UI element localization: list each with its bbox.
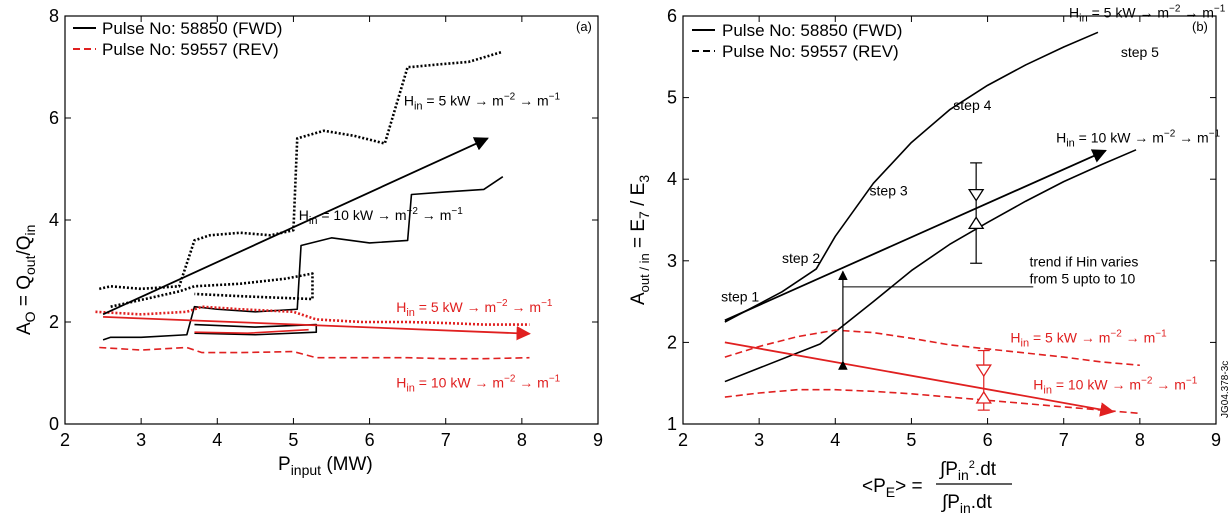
- x-tick-label: 2: [678, 430, 688, 450]
- x-tick-label: 4: [212, 430, 222, 450]
- x-tick-label: 6: [983, 430, 993, 450]
- legend-label-fwd-b: Pulse No: 58850 (FWD): [722, 21, 902, 40]
- y-axis-title-b: Aout / in = E7 / E3: [628, 175, 652, 305]
- error-marker-up-1: [975, 390, 992, 404]
- a-h10-red: Hin = 10 kW → m−2 → m−1: [396, 373, 560, 394]
- y-tick-label: 1: [667, 414, 677, 434]
- b-step3: step 3: [870, 183, 908, 199]
- x-tick-label: 7: [1059, 430, 1069, 450]
- series-line-58850-1: [110, 272, 314, 308]
- legend-label-fwd-a: Pulse No: 58850 (FWD): [102, 19, 282, 38]
- x-tick-label: 6: [365, 430, 375, 450]
- x-tick-label: 8: [517, 430, 527, 450]
- y-tick-label: 4: [667, 169, 677, 189]
- trend-arrow-1: [103, 316, 531, 341]
- a-h10-black: Hin = 10 kW → m−2 → m−1: [299, 206, 463, 227]
- trend-arrow-0: [724, 149, 1107, 322]
- svg-text:∫Pin.dt: ∫Pin.dt: [941, 492, 993, 516]
- error-marker-down-1: [975, 364, 992, 378]
- y-tick-label: 4: [49, 210, 59, 230]
- b-step5: step 5: [1121, 44, 1159, 60]
- y-tick-label: 2: [49, 312, 59, 332]
- b-h5-black: Hin = 5 kW → m−2 → m−1: [1069, 4, 1226, 25]
- b-step4: step 4: [953, 97, 991, 113]
- y-tick-label: 0: [49, 414, 59, 434]
- x-tick-label: 5: [288, 430, 298, 450]
- x-tick-label: 2: [60, 430, 70, 450]
- legend-label-rev-b: Pulse No: 59557 (REV): [722, 42, 899, 61]
- error-marker-down-0: [967, 188, 985, 202]
- series-line-59557-6: [194, 328, 309, 335]
- series-line-59557-3: [724, 388, 1140, 415]
- x-tick-label: 3: [754, 430, 764, 450]
- trend-arrow-0: [102, 137, 489, 316]
- b-step1: step 1: [721, 289, 759, 305]
- x-tick-label: 9: [1211, 430, 1221, 450]
- x-tick-label: 9: [593, 430, 603, 450]
- series-line-58850-3: [194, 323, 318, 336]
- y-tick-label: 8: [49, 6, 59, 26]
- svg-text:<PE> =: <PE> =: [862, 476, 923, 500]
- x-tick-label: 7: [441, 430, 451, 450]
- series-line-58850-0: [724, 31, 1099, 323]
- panel-label-b: (b): [1192, 19, 1208, 34]
- y-tick-label: 3: [667, 251, 677, 271]
- error-marker-up-0: [967, 216, 985, 230]
- b-h5-red: Hin = 5 kW → m−2 → m−1: [1010, 328, 1167, 349]
- b-step2: step 2: [782, 250, 820, 266]
- b-h10-red: Hin = 10 kW → m−2 → m−1: [1033, 376, 1197, 397]
- y-tick-label: 2: [667, 332, 677, 352]
- x-axis-title-a: Pinput (MW): [278, 454, 373, 478]
- legend-label-rev-a: Pulse No: 59557 (REV): [102, 40, 279, 59]
- plot-frame-b: [682, 15, 1217, 425]
- x-tick-label: 3: [136, 430, 146, 450]
- panel-label-a: (a): [576, 19, 592, 34]
- a-h5-red: Hin = 5 kW → m−2 → m−1: [396, 298, 553, 319]
- svg-text:∫Pin2.dt: ∫Pin2.dt: [939, 459, 997, 483]
- b-h10-black: Hin = 10 kW → m−2 → m−1: [1056, 128, 1220, 149]
- y-tick-label: 5: [667, 88, 677, 108]
- x-tick-label: 4: [830, 430, 840, 450]
- y-axis-title-a: AO = Qout/Qin: [14, 225, 38, 335]
- y-tick-label: 6: [667, 6, 677, 26]
- series-line-59557-2: [724, 329, 1140, 367]
- x-axis-title-b: <PE> = ∫Pin2.dt ∫Pin.dt: [862, 459, 1012, 516]
- x-tick-label: 8: [1135, 430, 1145, 450]
- series-line-58850-2: [102, 175, 504, 341]
- a-h5-black: Hin = 5 kW → m−2 → m−1: [404, 91, 561, 112]
- y-tick-label: 6: [49, 108, 59, 128]
- figure-id-label: JG04.378-3c: [1220, 361, 1231, 418]
- series-line-59557-5: [99, 346, 530, 360]
- x-tick-label: 5: [906, 430, 916, 450]
- b-trend-2: from 5 upto to 10: [1029, 271, 1135, 287]
- trend-arrow-1: [724, 341, 1115, 417]
- b-trend-1: trend if Hin varies: [1029, 254, 1138, 270]
